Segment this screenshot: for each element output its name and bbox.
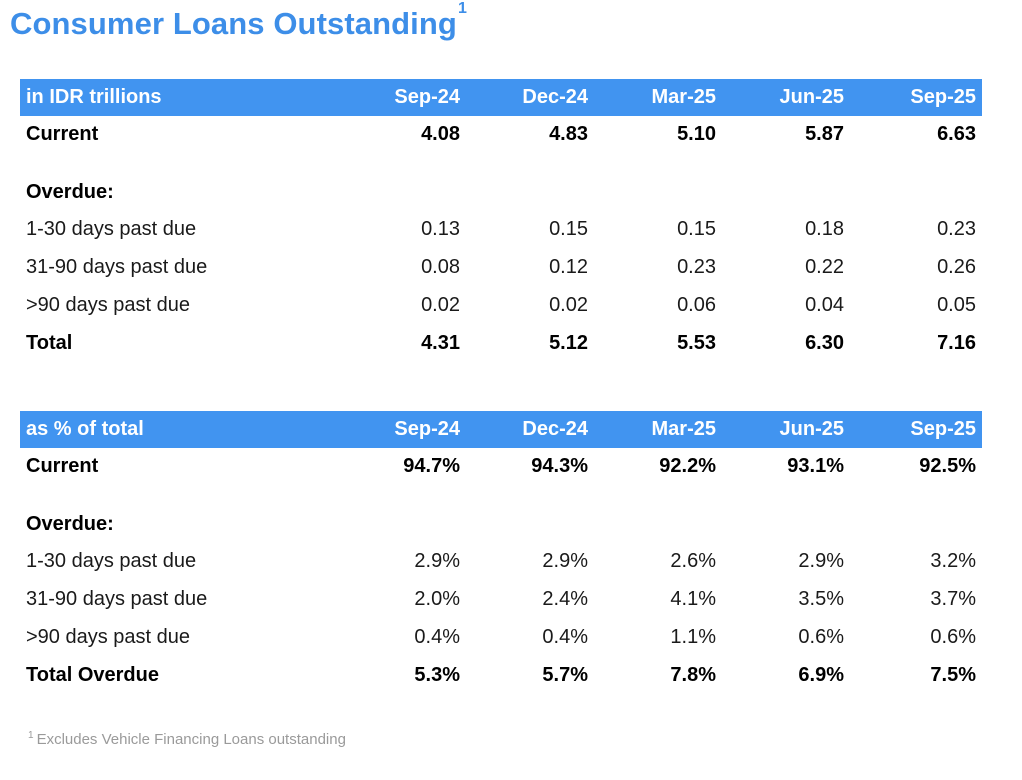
row-label: Total <box>26 331 73 354</box>
table-cell: 3.5% <box>798 587 844 610</box>
page-title-text: Consumer Loans Outstanding <box>10 6 457 41</box>
table-cell: 0.15 <box>677 217 716 240</box>
section-label: Overdue: <box>26 513 114 535</box>
table-cell: 5.12 <box>549 331 588 354</box>
table-row: >90 days past due 0.4% 0.4% 1.1% 0.6% 0.… <box>20 618 982 656</box>
table-row: Current 94.7% 94.3% 92.2% 93.1% 92.5% <box>20 448 982 484</box>
table-header-row: in IDR trillions Sep-24 Dec-24 Mar-25 Ju… <box>20 79 982 116</box>
table-cell: 0.6% <box>798 625 844 648</box>
row-label: >90 days past due <box>26 625 191 648</box>
table-cell: 7.5% <box>930 663 976 686</box>
table-cell: 6.63 <box>937 122 976 145</box>
table-cell: 0.15 <box>549 217 588 240</box>
table-total-row: Total Overdue 5.3% 5.7% 7.8% 6.9% 7.5% <box>20 656 982 694</box>
table-cell: 2.4% <box>542 587 588 610</box>
table-cell: 0.22 <box>805 255 844 278</box>
table-cell: 5.3% <box>414 663 460 686</box>
table-header-row: as % of total Sep-24 Dec-24 Mar-25 Jun-2… <box>20 411 982 448</box>
row-label: Current <box>26 122 99 145</box>
row-label: 1-30 days past due <box>26 549 197 572</box>
table-cell: 5.53 <box>677 331 716 354</box>
table-cell: 0.12 <box>549 255 588 278</box>
title-footnote-marker: 1 <box>457 0 467 17</box>
table-row: 1-30 days past due 2.9% 2.9% 2.6% 2.9% 3… <box>20 542 982 580</box>
column-header: Mar-25 <box>651 86 716 108</box>
table-cell: 0.23 <box>937 217 976 240</box>
table-cell: 2.9% <box>798 549 844 572</box>
table-cell: 3.7% <box>930 587 976 610</box>
section-row: Overdue: <box>20 152 982 210</box>
section-row: Overdue: <box>20 484 982 542</box>
table-cell: 0.23 <box>677 255 716 278</box>
table-cell: 2.9% <box>414 549 460 572</box>
table-row: Current 4.08 4.83 5.10 5.87 6.63 <box>20 116 982 152</box>
table-cell: 5.7% <box>542 663 588 686</box>
table-cell: 0.05 <box>937 293 976 316</box>
row-label: 1-30 days past due <box>26 217 197 240</box>
column-header: Dec-24 <box>522 418 588 440</box>
table-cell: 2.0% <box>414 587 460 610</box>
column-header: Mar-25 <box>651 418 716 440</box>
table-cell: 0.4% <box>542 625 588 648</box>
loans-idr-table: in IDR trillions Sep-24 Dec-24 Mar-25 Ju… <box>20 79 982 362</box>
table-cell: 3.2% <box>930 549 976 572</box>
table-row: 31-90 days past due 0.08 0.12 0.23 0.22 … <box>20 248 982 286</box>
table-cell: 7.16 <box>937 331 976 354</box>
column-header: Sep-25 <box>910 418 976 440</box>
row-label: 31-90 days past due <box>26 587 208 610</box>
table-cell: 6.9% <box>798 663 844 686</box>
table-cell: 0.02 <box>421 293 460 316</box>
footnote-text: Excludes Vehicle Financing Loans outstan… <box>36 731 346 748</box>
table-cell: 94.7% <box>403 454 460 477</box>
table-cell: 5.10 <box>677 122 716 145</box>
table-cell: 4.83 <box>549 122 588 145</box>
table-row: >90 days past due 0.02 0.02 0.06 0.04 0.… <box>20 286 982 324</box>
table-cell: 0.26 <box>937 255 976 278</box>
table-cell: 0.06 <box>677 293 716 316</box>
table-cell: 94.3% <box>531 454 588 477</box>
row-label: Total Overdue <box>26 663 159 686</box>
table-cell: 0.08 <box>421 255 460 278</box>
table-cell: 0.02 <box>549 293 588 316</box>
column-header: Sep-25 <box>910 86 976 108</box>
table-cell: 0.13 <box>421 217 460 240</box>
loans-percent-table: as % of total Sep-24 Dec-24 Mar-25 Jun-2… <box>20 411 982 694</box>
column-header: Jun-25 <box>779 86 844 108</box>
table-cell: 0.6% <box>930 625 976 648</box>
table-header-label: in IDR trillions <box>26 86 162 108</box>
table-row: 31-90 days past due 2.0% 2.4% 4.1% 3.5% … <box>20 580 982 618</box>
table-cell: 5.87 <box>805 122 844 145</box>
table-cell: 92.5% <box>919 454 976 477</box>
table-cell: 4.08 <box>421 122 460 145</box>
table-cell: 2.9% <box>542 549 588 572</box>
column-header: Sep-24 <box>394 418 460 440</box>
table-header-label: as % of total <box>26 418 144 440</box>
table-total-row: Total 4.31 5.12 5.53 6.30 7.16 <box>20 324 982 362</box>
row-label: 31-90 days past due <box>26 255 208 278</box>
column-header: Jun-25 <box>779 418 844 440</box>
footnote: 1 Excludes Vehicle Financing Loans outsta… <box>28 730 346 748</box>
table-cell: 1.1% <box>670 625 716 648</box>
table-cell: 92.2% <box>659 454 716 477</box>
row-label: Current <box>26 454 99 477</box>
table-cell: 4.1% <box>670 587 716 610</box>
column-header: Dec-24 <box>522 86 588 108</box>
table-cell: 7.8% <box>670 663 716 686</box>
row-label: >90 days past due <box>26 293 191 316</box>
page-title: Consumer Loans Outstanding1 <box>10 0 467 42</box>
section-label: Overdue: <box>26 181 114 203</box>
table-row: 1-30 days past due 0.13 0.15 0.15 0.18 0… <box>20 210 982 248</box>
table-cell: 2.6% <box>670 549 716 572</box>
footnote-marker: 1 <box>28 730 34 741</box>
table-cell: 93.1% <box>787 454 844 477</box>
table-cell: 6.30 <box>805 331 844 354</box>
table-cell: 0.18 <box>805 217 844 240</box>
table-cell: 0.04 <box>805 293 844 316</box>
table-cell: 0.4% <box>414 625 460 648</box>
column-header: Sep-24 <box>394 86 460 108</box>
table-cell: 4.31 <box>421 331 460 354</box>
